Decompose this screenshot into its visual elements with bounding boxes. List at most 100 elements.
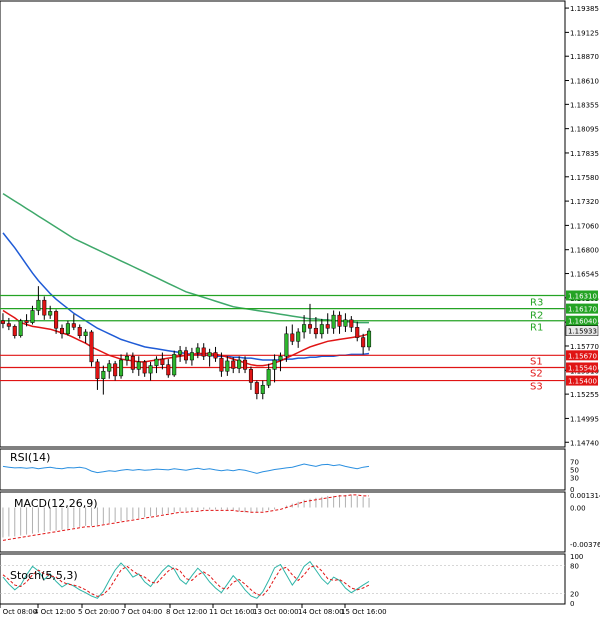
level-price-tag xyxy=(566,315,598,326)
time-tick-label: 4 Oct 12:00 xyxy=(34,608,75,616)
candle-body xyxy=(136,361,141,370)
level-price-tag xyxy=(566,290,598,301)
rsi-line xyxy=(2,463,370,474)
level-price-tag xyxy=(566,303,598,314)
candle-body xyxy=(201,347,206,357)
time-tick-label: 3 Oct 08:00 xyxy=(0,608,37,616)
level-name-s3: S3 xyxy=(530,382,543,393)
candle-body xyxy=(95,361,100,379)
level-price-tag xyxy=(566,350,598,361)
macd-tick-label: -0.003767 xyxy=(570,541,600,549)
candle-body xyxy=(178,350,183,355)
price-tick-label: 1.15770 xyxy=(570,343,599,351)
level-name-s2: S2 xyxy=(530,368,543,379)
candle-body xyxy=(148,365,153,374)
level-name-r1: R1 xyxy=(530,323,543,334)
time-tick-label: 14 Oct 08:00 xyxy=(298,608,344,616)
candle-body xyxy=(154,358,159,366)
price-axis: 1.19385 1.19125 1.18870 1.18610 1.18355 1.180… xyxy=(565,5,599,447)
candle-body xyxy=(266,369,271,386)
candle-body xyxy=(272,359,277,370)
stoch-tick-label: 20 xyxy=(570,591,579,599)
candle-body xyxy=(160,358,165,365)
level-price-label: 1.16170 xyxy=(568,306,597,314)
candle-body xyxy=(355,327,360,338)
candle-body xyxy=(130,356,135,370)
candle-body xyxy=(124,356,129,361)
candle-body xyxy=(6,323,11,327)
candle-body xyxy=(48,311,53,316)
candle-body xyxy=(302,324,307,333)
candle-body xyxy=(307,324,313,329)
price-tick-label: 1.16800 xyxy=(570,247,599,255)
candle-body xyxy=(101,370,106,379)
candle-body xyxy=(361,337,366,348)
candle-body xyxy=(0,320,5,324)
candle-body xyxy=(83,331,88,336)
price-tick-label: 1.15255 xyxy=(570,391,599,399)
candle-body xyxy=(337,314,342,327)
price-tick-label: 1.17060 xyxy=(570,222,599,230)
stoch-indicator-label: Stoch(5,5,3) xyxy=(10,569,78,582)
candle-body xyxy=(65,323,70,335)
time-tick-label: 5 Oct 20:00 xyxy=(78,608,119,616)
current-price-label: 1.15933 xyxy=(568,328,597,336)
price-tick-label: 1.18095 xyxy=(570,126,599,134)
candle-body xyxy=(71,323,76,328)
price-tick-label: 1.19125 xyxy=(570,29,599,37)
candle-body xyxy=(42,299,47,316)
candle-body xyxy=(219,357,224,372)
level-price-label: 1.15670 xyxy=(568,352,597,360)
level-price-label: 1.15400 xyxy=(568,378,597,386)
level-name-r3: R3 xyxy=(530,298,543,309)
candle-body xyxy=(172,354,177,376)
candle-body xyxy=(54,311,59,329)
price-tick-label: 1.17835 xyxy=(570,150,599,158)
stoch-tick-label: 80 xyxy=(570,562,579,570)
candle-body xyxy=(142,361,147,374)
macd-panel xyxy=(0,491,566,553)
stoch-d-line xyxy=(2,564,370,597)
rsi-tick-label: 30 xyxy=(570,474,579,482)
candle-body xyxy=(260,384,265,394)
level-price-tag xyxy=(566,375,598,386)
candle-body xyxy=(59,327,65,335)
time-tick-label: 15 Oct 16:00 xyxy=(341,608,387,616)
rsi-tick-label: 70 xyxy=(570,459,579,467)
candle-body xyxy=(89,331,94,363)
candle-body xyxy=(231,360,236,369)
time-tick-label: 7 Oct 04:00 xyxy=(121,608,162,616)
main-price-panel xyxy=(0,0,566,448)
candle-body xyxy=(36,299,41,311)
stoch-panel xyxy=(0,553,566,605)
price-tick-label: 1.16545 xyxy=(570,271,599,279)
candle-body xyxy=(319,324,324,335)
candle-body xyxy=(243,359,248,370)
candle-body xyxy=(290,333,295,342)
candle-body xyxy=(195,347,200,353)
macd-tick-label: 0.00 xyxy=(570,505,586,513)
candle-body xyxy=(107,363,112,372)
candle-body xyxy=(254,382,259,394)
rsi-panel xyxy=(0,448,566,491)
candle-body xyxy=(278,356,283,361)
candle-body xyxy=(18,320,23,336)
candle-body xyxy=(183,350,189,361)
level-name-r2: R2 xyxy=(530,311,543,322)
level-name-s1: S1 xyxy=(530,356,543,367)
price-tick-label: 1.17320 xyxy=(570,198,599,206)
price-tick-label: 1.14995 xyxy=(570,415,599,423)
candle-body xyxy=(30,310,35,323)
candle-body xyxy=(349,319,354,328)
candle-body xyxy=(225,360,230,372)
rsi-tick-label: 50 xyxy=(570,467,579,475)
macd-indicator-label: MACD(12,26,9) xyxy=(14,497,98,510)
candle-body xyxy=(119,359,124,377)
stoch-tick-label: 0 xyxy=(570,600,574,608)
candle-body xyxy=(189,352,194,361)
